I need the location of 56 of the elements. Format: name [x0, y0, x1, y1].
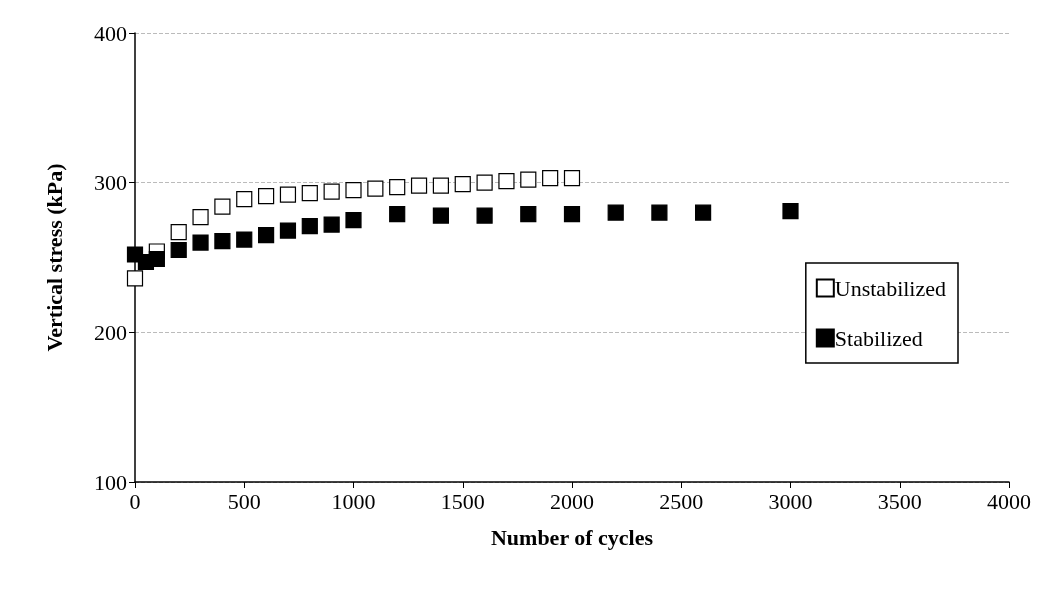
point	[345, 211, 362, 229]
point	[563, 170, 581, 187]
y-tick-label: 100	[94, 469, 127, 495]
point	[170, 241, 187, 259]
point	[214, 232, 231, 250]
point	[367, 180, 384, 197]
point	[323, 183, 340, 200]
legend-label: Stabilized	[834, 325, 923, 351]
point	[236, 231, 253, 248]
x-tick-label: 2000	[550, 488, 594, 514]
point	[607, 204, 624, 221]
point	[126, 270, 144, 287]
point	[520, 171, 537, 188]
point	[279, 186, 297, 203]
point	[279, 222, 297, 239]
point	[323, 216, 340, 233]
y-tick-label: 300	[94, 170, 127, 196]
point	[389, 206, 406, 223]
x-tick-label: 4000	[987, 488, 1031, 514]
point	[192, 208, 209, 226]
point	[432, 177, 449, 194]
legend-label: Unstabilized	[834, 275, 947, 301]
point	[258, 188, 275, 205]
point	[520, 206, 537, 223]
x-tick-label: 1500	[440, 488, 485, 514]
x-tick-label: 3500	[877, 488, 922, 514]
x-tick-label: 1000	[331, 488, 376, 514]
x-tick-label: 500	[227, 488, 261, 514]
y-tick-label: 200	[94, 319, 127, 345]
point	[148, 250, 165, 268]
point	[498, 173, 515, 190]
point	[389, 179, 406, 196]
point	[476, 174, 493, 191]
point	[301, 185, 318, 202]
y-axis-title: Vertical stress (kPa)	[41, 163, 67, 352]
point	[258, 226, 275, 244]
point	[563, 206, 581, 223]
point	[476, 207, 493, 224]
point	[301, 217, 318, 235]
point	[782, 203, 799, 220]
point	[345, 182, 362, 199]
point	[454, 176, 471, 193]
x-tick-label: 0	[129, 488, 141, 514]
x-axis-title: Number of cycles	[490, 524, 654, 550]
point	[192, 234, 209, 251]
point	[170, 223, 187, 241]
x-tick-label: 2500	[659, 488, 704, 514]
point	[410, 177, 428, 194]
point	[695, 204, 712, 221]
point	[651, 204, 668, 221]
point	[432, 207, 449, 224]
x-tick-label: 3000	[768, 488, 813, 514]
point	[236, 191, 253, 208]
y-tick-label: 400	[94, 20, 127, 46]
point	[214, 198, 231, 215]
point	[542, 170, 559, 187]
